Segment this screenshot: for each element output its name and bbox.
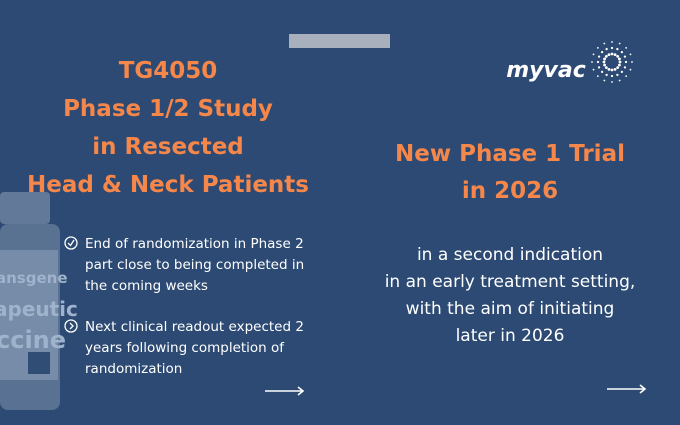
sparkle-dot: [596, 60, 600, 64]
bullet-icon: [64, 236, 78, 250]
sparkle-dot: [624, 60, 628, 64]
sparkle-dot: [618, 60, 622, 64]
sparkle-dot: [603, 57, 607, 61]
arrow: [265, 386, 305, 396]
sparkle-dot: [631, 61, 633, 63]
body-line: in an early treatment setting,: [385, 272, 636, 292]
sparkle-dot: [616, 73, 619, 77]
sparkle-dot: [602, 60, 606, 64]
sparkle-dot: [618, 42, 621, 45]
logo: myvac: [506, 58, 586, 83]
bullet-text: years following completion of: [85, 340, 285, 356]
right-title: New Phase 1 Trial in 2026: [395, 141, 625, 204]
bullet-list: End of randomization in Phase 2 part clos…: [64, 236, 304, 377]
body-line: in a second indication: [417, 245, 603, 265]
sparkle-dot: [610, 68, 614, 72]
sparkle-dot: [629, 53, 632, 56]
sparkle-dot: [618, 79, 621, 82]
title-line: in Resected: [92, 134, 244, 160]
sparkle-dot: [617, 63, 621, 67]
logo-sparkle: [591, 41, 633, 83]
sparkle-dot: [605, 73, 608, 77]
title-line: New Phase 1 Trial: [395, 141, 625, 167]
sparkle-dot: [596, 75, 599, 78]
sparkle-dot: [613, 53, 617, 57]
sparkle-dot: [591, 61, 593, 63]
sparkle-dot: [603, 42, 606, 45]
sparkle-dot: [597, 66, 601, 69]
sparkle-dot: [610, 46, 614, 50]
bullet-text: End of randomization in Phase 2: [85, 236, 304, 252]
body-line: later in 2026: [456, 326, 565, 346]
sparkle-dot: [616, 54, 620, 58]
sparkle-dot: [611, 81, 613, 83]
sparkle-dot: [600, 70, 604, 74]
sparkle-dot: [603, 79, 606, 82]
sparkle-dot: [616, 47, 619, 51]
sparkle-dot: [613, 67, 617, 71]
sparkle-dot: [625, 46, 628, 49]
sparkle-dot: [600, 50, 604, 54]
vial-label: ansgene apeutic ccine: [0, 269, 78, 354]
sparkle-dot: [625, 75, 628, 78]
title-line: in 2026: [462, 178, 558, 204]
bullet-icon: [69, 322, 74, 330]
vial-image: [0, 192, 60, 410]
title-line: Phase 1/2 Study: [63, 96, 273, 122]
title-line: Head & Neck Patients: [27, 172, 309, 198]
bullet-icon: [67, 239, 75, 247]
sparkle-dot: [620, 70, 624, 74]
bullet-text: the coming weeks: [85, 278, 208, 294]
vial-text: apeutic: [0, 297, 78, 321]
sparkle-dot: [607, 67, 611, 71]
sparkle-dot: [596, 46, 599, 49]
sparkle-dot: [607, 53, 611, 57]
sparkle-dot: [620, 50, 624, 54]
sparkle-dot: [610, 52, 614, 56]
arrow: [607, 384, 647, 394]
bullet-text: Next clinical readout expected 2: [85, 319, 304, 335]
right-body: in a second indication in an early treatm…: [385, 245, 636, 346]
sparkle-dot: [603, 63, 607, 67]
sparkle-dot: [592, 53, 595, 56]
sparkle-dot: [604, 54, 608, 58]
left-title: TG4050 Phase 1/2 Study in Resected Head & N…: [27, 58, 309, 198]
sparkle-dot: [623, 66, 627, 69]
bullet-icon: [64, 319, 78, 333]
sparkle-dot: [610, 74, 614, 78]
sparkle-dot: [604, 66, 608, 70]
sparkle-dot: [629, 68, 632, 71]
sparkle-dot: [623, 55, 627, 58]
bullet-text: part close to being completed in: [85, 257, 304, 273]
vial-text: ansgene: [0, 269, 68, 287]
top-bar: [289, 34, 390, 48]
title-line: TG4050: [119, 58, 218, 84]
sparkle-dot: [592, 68, 595, 71]
vial-text: ccine: [0, 326, 66, 354]
sparkle-dot: [617, 57, 621, 61]
sparkle-dot: [597, 55, 601, 58]
body-line: with the aim of initiating: [406, 299, 615, 319]
sparkle-dot: [616, 66, 620, 70]
bullet-text: randomization: [85, 361, 182, 377]
sparkle-dot: [605, 47, 608, 51]
sparkle-dot: [611, 41, 613, 43]
